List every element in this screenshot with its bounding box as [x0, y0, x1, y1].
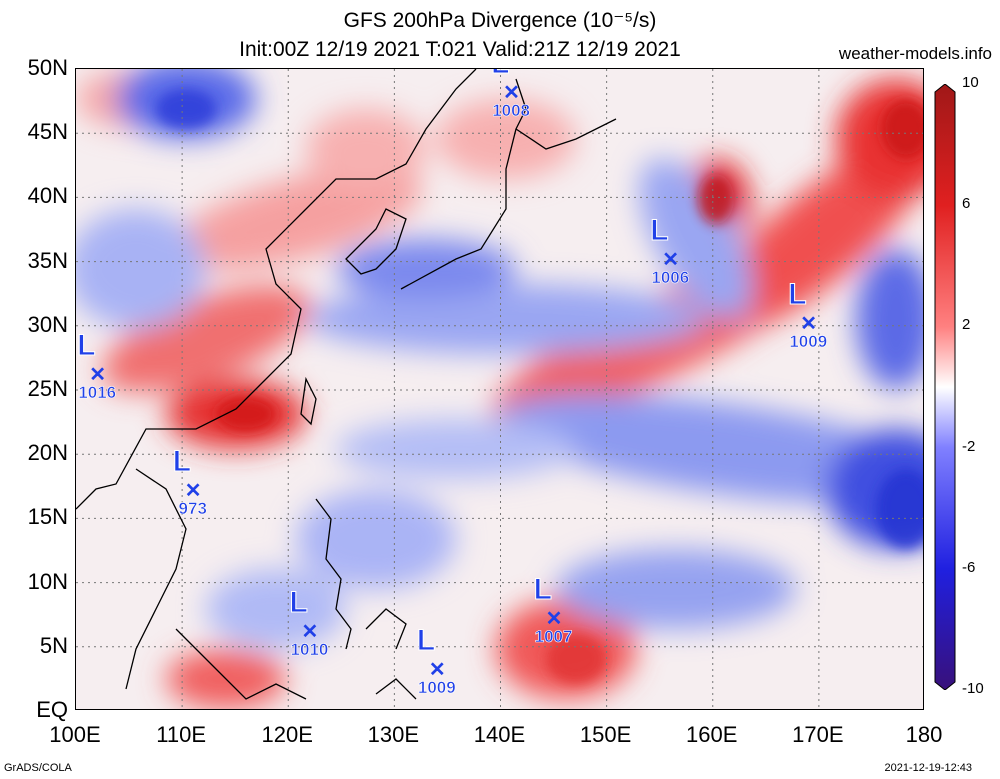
footer-timestamp: 2021-12-19-12:43 — [884, 762, 972, 774]
colorbar-label: 2 — [962, 316, 971, 334]
footer-credit: GrADS/COLA — [4, 762, 72, 774]
latitude-label: EQ — [36, 697, 68, 722]
low-pressure-value: 973 — [178, 498, 207, 518]
latitude-label: 20N — [27, 440, 68, 466]
divergence-map: L✕1008L✕1006L✕1009L✕1016L✕973L✕1010L✕100… — [75, 68, 924, 710]
low-letter: L — [788, 277, 807, 311]
low-center-x-icon: ✕ — [184, 479, 202, 502]
latitude-label: 30N — [27, 311, 68, 337]
colorbar-label: 10 — [962, 74, 979, 91]
low-pressure-marker: L ✕ 1016 — [76, 329, 127, 409]
colorbar-label: -6 — [962, 558, 976, 576]
latitude-label: 35N — [27, 247, 68, 273]
longitude-label: 180 — [905, 722, 943, 747]
latitude-label: 15N — [27, 504, 68, 530]
divergence-field — [76, 69, 923, 709]
low-pressure-value: 1009 — [417, 678, 456, 698]
low-center-x-icon: ✕ — [800, 312, 818, 335]
colorbar — [934, 84, 956, 690]
low-center-x-icon: ✕ — [662, 248, 680, 271]
colorbar-label: -10 — [962, 680, 984, 697]
low-letter: L — [172, 444, 192, 478]
source-site: weather-models.info — [838, 44, 992, 63]
low-center-x-icon: ✕ — [301, 620, 319, 643]
low-center-x-icon: ✕ — [428, 659, 446, 682]
low-pressure-value: 1006 — [651, 267, 690, 287]
low-pressure-value: 1010 — [290, 639, 329, 660]
low-letter: L — [77, 329, 96, 363]
low-letter: L — [416, 624, 436, 658]
low-pressure-value: 1007 — [534, 627, 573, 647]
longitude-label: 130E — [367, 722, 420, 747]
low-pressure-marker: L ✕ 1009 — [407, 624, 467, 704]
coastlines — [76, 69, 617, 700]
low-center-x-icon: ✕ — [503, 81, 520, 104]
longitude-label: 150E — [579, 722, 632, 747]
latitude-label: 40N — [27, 183, 68, 209]
low-letter: L — [491, 69, 510, 81]
latitude-label: 45N — [27, 119, 68, 145]
lat-lon-grid — [76, 69, 923, 709]
low-pressure-marker: L ✕ 1007 — [524, 573, 584, 653]
low-pressure-value: 1008 — [492, 100, 531, 120]
low-letter: L — [533, 573, 552, 607]
latitude-label: 5N — [39, 632, 68, 658]
latitude-label: 10N — [27, 568, 68, 594]
low-pressure-marker: L ✕ 1010 — [279, 585, 339, 666]
low-pressure-marker: L ✕ 1009 — [778, 277, 838, 358]
low-letter: L — [650, 213, 669, 247]
map-title: GFS 200hPa Divergence (10⁻⁵/s) — [343, 9, 657, 32]
low-pressure-marker: L ✕ 973 — [163, 444, 223, 525]
latitude-label: 25N — [27, 376, 68, 401]
longitude-label: 100E — [49, 722, 101, 747]
low-pressure-value: 1016 — [78, 383, 117, 403]
latitude-label: 50N — [27, 55, 68, 80]
colorbar-label: -2 — [962, 437, 976, 455]
map-subtitle: Init:00Z 12/19 2021 T:021 Valid:21Z 12/1… — [239, 38, 681, 61]
longitude-label: 170E — [792, 722, 844, 747]
low-pressure-value: 1009 — [789, 331, 828, 351]
longitude-label: 140E — [473, 722, 526, 747]
low-center-x-icon: ✕ — [545, 608, 563, 631]
colorbar-label: 6 — [962, 195, 971, 213]
longitude-label: 160E — [686, 722, 738, 747]
longitude-label: 120E — [261, 722, 313, 747]
low-pressure-marker: L ✕ 1006 — [640, 213, 700, 294]
low-pressure-marker: L✕1008 — [481, 69, 541, 127]
low-center-x-icon: ✕ — [89, 364, 106, 387]
longitude-label: 110E — [156, 722, 206, 747]
low-letter: L — [289, 585, 308, 619]
